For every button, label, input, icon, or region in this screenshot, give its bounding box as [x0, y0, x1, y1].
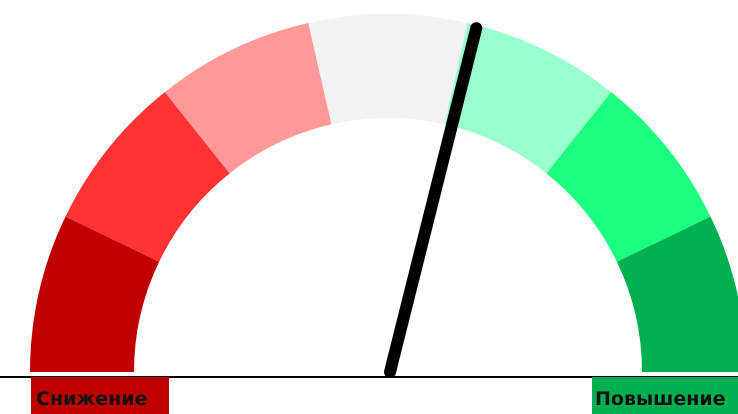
- gauge-segments: [30, 13, 738, 372]
- increase-label: Повышение: [592, 377, 738, 414]
- gauge-segment-2: [65, 92, 230, 262]
- gauge-segment-4: [308, 13, 468, 125]
- gauge-segment-7: [616, 216, 738, 372]
- gauge-segment-1: [30, 216, 160, 372]
- gauge-segment-3: [164, 22, 332, 174]
- decrease-label: Снижение: [31, 377, 169, 414]
- gauge-needle: [384, 22, 483, 378]
- gauge-segment-6: [546, 92, 711, 262]
- gauge-segment-5: [444, 22, 612, 174]
